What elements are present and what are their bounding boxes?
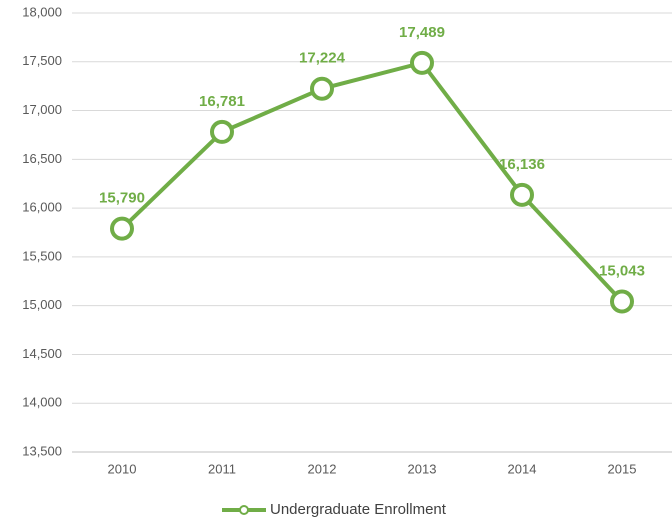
legend-marker (239, 505, 249, 515)
value-label: 17,224 (299, 50, 346, 67)
legend-label: Undergraduate Enrollment (270, 501, 447, 518)
y-tick-label: 14,000 (22, 395, 62, 410)
y-tick-label: 16,500 (22, 151, 62, 166)
y-tick-label: 14,500 (22, 346, 62, 361)
point-marker (310, 76, 334, 101)
point-marker (510, 182, 534, 207)
value-label: 15,790 (99, 190, 145, 207)
point-marker (610, 289, 634, 314)
x-tick-label: 2010 (108, 461, 137, 476)
point-marker (210, 119, 234, 144)
value-label: 17,489 (399, 24, 445, 41)
point-marker (110, 216, 134, 241)
value-label: 16,781 (199, 93, 245, 110)
x-tick-label: 2011 (208, 461, 236, 476)
value-label: 16,136 (499, 156, 545, 173)
y-tick-label: 13,500 (22, 443, 62, 458)
x-tick-label: 2015 (608, 461, 637, 476)
x-tick-label: 2013 (408, 461, 437, 476)
y-tick-label: 17,000 (22, 102, 62, 117)
y-tick-label: 15,000 (22, 297, 62, 312)
value-label: 15,043 (599, 262, 645, 279)
series-line (120, 60, 624, 303)
x-tick-label: 2012 (308, 461, 337, 476)
x-tick-label: 2014 (508, 461, 537, 476)
point-marker (410, 50, 434, 75)
y-tick-label: 18,000 (22, 4, 62, 19)
y-tick-label: 16,000 (22, 200, 62, 215)
y-tick-label: 15,500 (22, 248, 62, 263)
y-tick-label: 17,500 (22, 53, 62, 68)
